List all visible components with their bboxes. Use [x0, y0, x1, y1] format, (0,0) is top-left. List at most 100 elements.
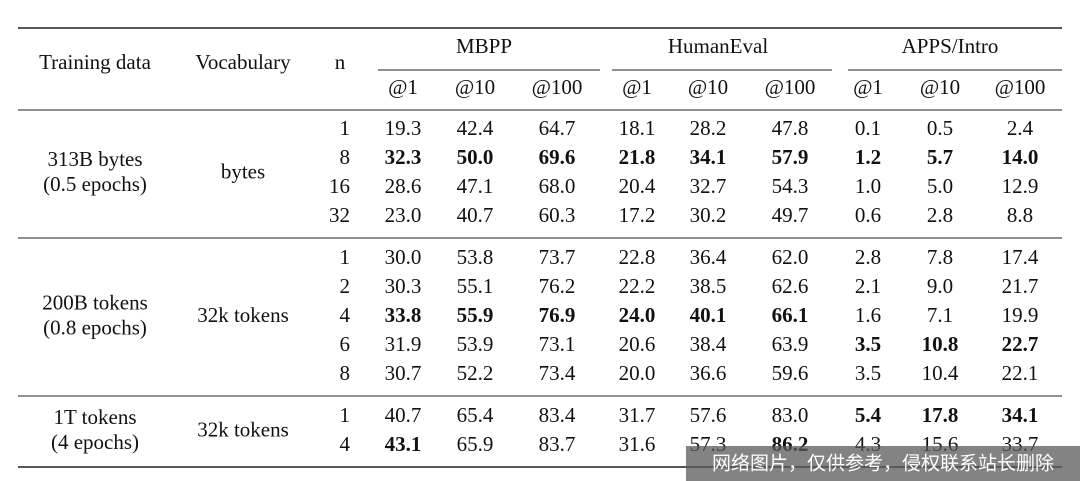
cell: 53.9: [457, 332, 494, 356]
cell: 22.7: [1002, 332, 1039, 356]
cell: 17.2: [619, 203, 656, 227]
n: 1: [340, 245, 351, 269]
n: 4: [340, 303, 351, 327]
training-data: 200B tokens: [42, 290, 148, 314]
cell: 10.8: [922, 332, 959, 356]
cell: 28.2: [690, 116, 727, 140]
cell: 49.7: [772, 203, 809, 227]
cell: 3.5: [855, 361, 881, 385]
cell: 31.6: [619, 432, 656, 456]
cell: 55.9: [457, 303, 494, 327]
cell: 64.7: [539, 116, 576, 140]
cell: 38.5: [690, 274, 727, 298]
cell: 3.5: [855, 332, 881, 356]
cell: 30.3: [385, 274, 422, 298]
cell: 54.3: [772, 174, 809, 198]
subcol-header: @10: [455, 75, 495, 99]
cell: 83.7: [539, 432, 576, 456]
cell: 32.7: [690, 174, 727, 198]
training-data: (4 epochs): [51, 430, 139, 454]
cell: 65.4: [457, 403, 494, 427]
cell: 57.9: [772, 145, 809, 169]
watermark-bg: [686, 446, 1080, 481]
cell: 60.3: [539, 203, 576, 227]
cell: 34.1: [1002, 403, 1039, 427]
group-header: APPS/Intro: [902, 34, 999, 58]
cell: 0.1: [855, 116, 881, 140]
cell: 53.8: [457, 245, 494, 269]
cell: 0.6: [855, 203, 881, 227]
cell: 20.6: [619, 332, 656, 356]
subcol-header: @100: [995, 75, 1046, 99]
cell: 22.8: [619, 245, 656, 269]
cell: 40.7: [385, 403, 422, 427]
n: 8: [340, 145, 351, 169]
n: 32: [329, 203, 350, 227]
cell: 76.9: [539, 303, 576, 327]
cell: 19.3: [385, 116, 422, 140]
cell: 42.4: [457, 116, 494, 140]
cell: 55.1: [457, 274, 494, 298]
cell: 73.4: [539, 361, 576, 385]
cell: 22.2: [619, 274, 656, 298]
cell: 1.2: [855, 145, 881, 169]
cell: 73.1: [539, 332, 576, 356]
cell: 7.8: [927, 245, 953, 269]
subcol-header: @1: [388, 75, 418, 99]
cell: 5.4: [855, 403, 882, 427]
cell: 68.0: [539, 174, 576, 198]
cell: 31.9: [385, 332, 422, 356]
subcol-header: @10: [920, 75, 960, 99]
cell: 59.6: [772, 361, 809, 385]
cell: 83.0: [772, 403, 809, 427]
cell: 1.0: [855, 174, 881, 198]
cell: 14.0: [1002, 145, 1039, 169]
cell: 36.6: [690, 361, 727, 385]
cell: 21.7: [1002, 274, 1039, 298]
group-header: HumanEval: [668, 34, 768, 58]
subcol-header: @100: [765, 75, 816, 99]
cell: 43.1: [385, 432, 422, 456]
subcol-header: @1: [853, 75, 883, 99]
cell: 83.4: [539, 403, 576, 427]
cell: 9.0: [927, 274, 953, 298]
cell: 30.2: [690, 203, 727, 227]
cell: 36.4: [690, 245, 727, 269]
cell: 20.4: [619, 174, 656, 198]
cell: 69.6: [539, 145, 576, 169]
cell: 31.7: [619, 403, 656, 427]
header: n: [335, 50, 346, 74]
cell: 52.2: [457, 361, 494, 385]
cell: 65.9: [457, 432, 494, 456]
training-data: 313B bytes: [47, 147, 142, 171]
cell: 10.4: [922, 361, 959, 385]
cell: 2.4: [1007, 116, 1034, 140]
cell: 17.8: [922, 403, 959, 427]
header: Training data: [39, 50, 151, 74]
training-data: (0.8 epochs): [43, 315, 147, 339]
training-data: (0.5 epochs): [43, 172, 147, 196]
subcol-header: @100: [532, 75, 583, 99]
cell: 5.7: [927, 145, 953, 169]
cell: 63.9: [772, 332, 809, 356]
cell: 22.1: [1002, 361, 1039, 385]
n: 6: [340, 332, 351, 356]
vocabulary: 32k tokens: [197, 417, 289, 441]
cell: 2.1: [855, 274, 881, 298]
cell: 18.1: [619, 116, 656, 140]
n: 16: [329, 174, 350, 198]
cell: 33.8: [385, 303, 422, 327]
watermark: 网络图片，仅供参考，侵权联系站长删除: [712, 453, 1054, 475]
n: 8: [340, 361, 351, 385]
n: 2: [340, 274, 351, 298]
n: 4: [340, 432, 351, 456]
cell: 66.1: [772, 303, 809, 327]
cell: 57.6: [690, 403, 727, 427]
cell: 30.7: [385, 361, 422, 385]
cell: 2.8: [855, 245, 881, 269]
n: 1: [340, 116, 351, 140]
cell: 24.0: [619, 303, 656, 327]
cell: 17.4: [1002, 245, 1039, 269]
cell: 8.8: [1007, 203, 1033, 227]
